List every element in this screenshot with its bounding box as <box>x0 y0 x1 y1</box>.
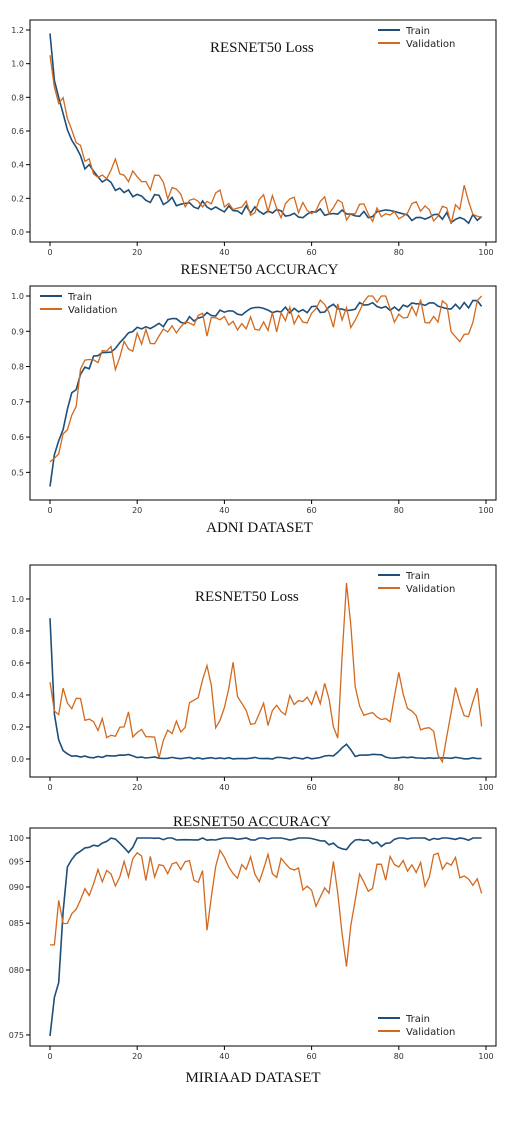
y-tick-label: 0.9 <box>11 327 24 336</box>
x-tick-label: 40 <box>219 506 229 515</box>
legend-label: Validation <box>406 39 455 50</box>
legend-label: Train <box>405 26 430 37</box>
y-tick-label: 0.0 <box>11 755 24 764</box>
y-ticks: 075 080 085 090 095 100 <box>9 834 30 1040</box>
x-tick-label: 80 <box>394 248 404 257</box>
x-tick-label: 0 <box>47 506 52 515</box>
y-tick-label: 0.2 <box>11 723 24 732</box>
legend-label: Train <box>67 292 92 303</box>
y-ticks: 0.0 0.2 0.4 0.6 0.8 1.0 1.2 <box>11 26 30 237</box>
caption-miriaad-dataset: MIRIAAD DATASET <box>185 1070 321 1086</box>
x-tick-label: 100 <box>478 248 493 257</box>
caption-resnet-accuracy-1: RESNET50 ACCURACY <box>180 262 339 278</box>
x-tick-label: 60 <box>307 783 317 792</box>
legend: Train Validation <box>378 26 455 50</box>
caption-adni-dataset: ADNI DATASET <box>206 520 313 536</box>
train-series-line <box>49 33 483 225</box>
train-series-line <box>49 837 482 1037</box>
accuracy-chart-miriaad: 075 080 085 090 095 100 0 20 40 60 80 100 Train Val… <box>9 827 497 1061</box>
validation-series-line <box>49 55 482 225</box>
y-tick-label: 085 <box>9 919 24 928</box>
y-tick-label: 0.7 <box>11 398 24 407</box>
x-tick-label: 80 <box>394 783 404 792</box>
y-tick-label: 080 <box>9 966 24 975</box>
x-ticks: 0 20 40 60 80 100 <box>47 242 494 257</box>
x-tick-label: 40 <box>219 248 229 257</box>
validation-series-line <box>49 583 483 764</box>
y-tick-label: 0.6 <box>11 659 24 668</box>
train-series-line <box>49 299 483 487</box>
series-lines <box>49 33 483 225</box>
x-ticks: 0 20 40 60 80 100 <box>47 777 494 792</box>
x-tick-label: 20 <box>132 1052 142 1061</box>
accuracy-chart-adni: 0.5 0.6 0.7 0.8 0.9 1.0 0 20 40 60 80 100 Train Val… <box>11 285 497 515</box>
series-lines <box>49 837 483 1037</box>
x-tick-label: 40 <box>219 783 229 792</box>
x-tick-label: 20 <box>132 783 142 792</box>
legend-label: Train <box>405 571 430 582</box>
loss-chart-adni: 0.0 0.2 0.4 0.6 0.8 1.0 1.2 0 20 40 60 80 100 RESNE… <box>11 19 497 257</box>
x-tick-label: 0 <box>47 248 52 257</box>
plot-frame <box>29 564 497 778</box>
x-tick-label: 20 <box>132 506 142 515</box>
y-tick-label: 075 <box>9 1031 24 1040</box>
y-tick-label: 095 <box>9 857 24 866</box>
x-tick-label: 40 <box>219 1052 229 1061</box>
series-lines <box>49 295 483 487</box>
y-tick-label: 0.8 <box>11 627 24 636</box>
caption-resnet-accuracy-2: RESNET50 ACCURACY <box>173 814 331 830</box>
y-tick-label: 0.2 <box>11 194 24 203</box>
validation-series-line <box>49 295 483 463</box>
legend-label: Validation <box>406 1027 455 1038</box>
x-tick-label: 100 <box>478 783 493 792</box>
legend-label: Validation <box>68 305 117 316</box>
y-tick-label: 0.5 <box>11 468 24 477</box>
y-tick-label: 0.8 <box>11 93 24 102</box>
y-tick-label: 1.2 <box>11 26 24 35</box>
legend: Train Validation <box>40 292 117 316</box>
legend-label: Validation <box>406 584 455 595</box>
y-tick-label: 0.6 <box>11 127 24 136</box>
x-tick-label: 100 <box>478 506 493 515</box>
chart-title: RESNET50 Loss <box>195 589 299 605</box>
train-series-line <box>49 618 482 760</box>
x-tick-label: 0 <box>47 783 52 792</box>
x-tick-label: 60 <box>307 1052 317 1061</box>
loss-chart-miriaad: 0.0 0.2 0.4 0.6 0.8 1.0 0 20 40 60 80 100 RESNET50… <box>11 564 497 792</box>
x-tick-label: 80 <box>394 1052 404 1061</box>
validation-series-line <box>50 848 483 967</box>
y-tick-label: 1.0 <box>11 60 24 69</box>
x-ticks: 0 20 40 60 80 100 <box>47 500 494 515</box>
x-tick-label: 20 <box>132 248 142 257</box>
plot-frame <box>29 285 497 501</box>
y-tick-label: 0.4 <box>11 691 24 700</box>
series-lines <box>49 583 483 764</box>
chart-title: RESNET50 Loss <box>210 40 314 56</box>
y-ticks: 0.5 0.6 0.7 0.8 0.9 1.0 <box>11 292 30 477</box>
legend: Train Validation <box>378 1014 455 1038</box>
x-tick-label: 60 <box>307 506 317 515</box>
legend-label: Train <box>405 1014 430 1025</box>
y-tick-label: 0.6 <box>11 433 24 442</box>
y-ticks: 0.0 0.2 0.4 0.6 0.8 1.0 <box>11 595 30 764</box>
y-tick-label: 1.0 <box>11 595 24 604</box>
y-tick-label: 0.8 <box>11 363 24 372</box>
y-tick-label: 0.4 <box>11 161 24 170</box>
x-tick-label: 0 <box>47 1052 52 1061</box>
x-tick-label: 80 <box>394 506 404 515</box>
x-tick-label: 60 <box>307 248 317 257</box>
x-tick-label: 100 <box>478 1052 493 1061</box>
y-tick-label: 090 <box>9 883 24 892</box>
y-tick-label: 0.0 <box>11 228 24 237</box>
y-tick-label: 1.0 <box>11 292 24 301</box>
legend: Train Validation <box>378 571 455 595</box>
plot-frame <box>29 827 497 1047</box>
y-tick-label: 100 <box>9 834 24 843</box>
x-ticks: 0 20 40 60 80 100 <box>47 1046 494 1061</box>
